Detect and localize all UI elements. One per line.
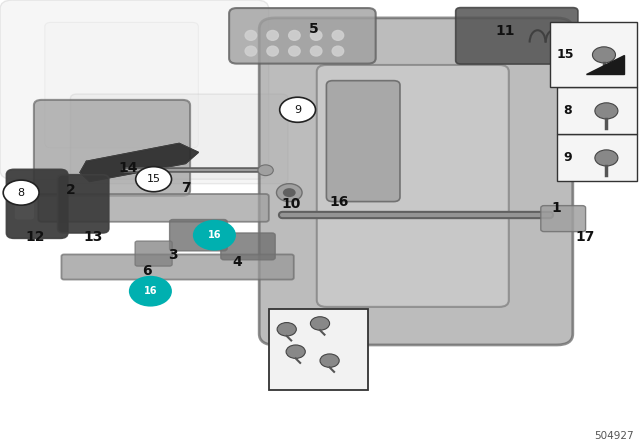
Ellipse shape — [332, 30, 344, 40]
Ellipse shape — [289, 30, 300, 40]
Text: 16: 16 — [143, 286, 157, 296]
Text: 4: 4 — [232, 255, 242, 269]
FancyBboxPatch shape — [38, 194, 269, 222]
Ellipse shape — [267, 46, 278, 56]
Bar — [550, 22, 637, 87]
Text: 504927: 504927 — [594, 431, 634, 441]
FancyBboxPatch shape — [170, 220, 227, 251]
FancyBboxPatch shape — [221, 233, 275, 260]
Ellipse shape — [310, 30, 322, 40]
Ellipse shape — [310, 46, 322, 56]
Circle shape — [194, 221, 235, 250]
Bar — [557, 134, 637, 181]
Bar — [269, 309, 368, 390]
Text: 14: 14 — [118, 161, 138, 175]
Text: 10: 10 — [282, 197, 301, 211]
FancyBboxPatch shape — [326, 81, 400, 202]
Text: 12: 12 — [26, 230, 45, 245]
Ellipse shape — [267, 30, 278, 40]
Text: 8: 8 — [563, 104, 572, 117]
Text: 3: 3 — [168, 248, 178, 263]
FancyBboxPatch shape — [61, 254, 294, 280]
Circle shape — [130, 277, 171, 306]
Text: 9: 9 — [563, 151, 572, 164]
Ellipse shape — [289, 46, 300, 56]
Text: 17: 17 — [576, 230, 595, 245]
Circle shape — [286, 345, 305, 358]
FancyBboxPatch shape — [541, 206, 586, 232]
Circle shape — [593, 47, 616, 63]
FancyBboxPatch shape — [6, 169, 68, 238]
Text: 11: 11 — [496, 24, 515, 39]
Circle shape — [283, 188, 296, 197]
Text: 5: 5 — [308, 22, 319, 36]
FancyBboxPatch shape — [34, 100, 190, 196]
Bar — [557, 87, 637, 134]
Polygon shape — [80, 143, 198, 181]
FancyBboxPatch shape — [229, 8, 376, 64]
FancyBboxPatch shape — [0, 0, 269, 179]
Circle shape — [320, 354, 339, 367]
Text: 8: 8 — [17, 188, 25, 198]
Ellipse shape — [245, 46, 257, 56]
FancyBboxPatch shape — [135, 241, 172, 266]
Circle shape — [310, 317, 330, 330]
Text: 1: 1 — [552, 201, 562, 215]
Text: 16: 16 — [207, 230, 221, 240]
Text: 7: 7 — [180, 181, 191, 195]
Circle shape — [595, 103, 618, 119]
Circle shape — [276, 184, 302, 202]
Circle shape — [258, 165, 273, 176]
Text: 16: 16 — [330, 194, 349, 209]
Text: 13: 13 — [83, 230, 102, 245]
Text: 2: 2 — [65, 183, 76, 198]
FancyBboxPatch shape — [456, 8, 578, 64]
Ellipse shape — [245, 30, 257, 40]
Circle shape — [3, 180, 39, 205]
Ellipse shape — [332, 46, 344, 56]
Circle shape — [136, 167, 172, 192]
Circle shape — [277, 323, 296, 336]
FancyBboxPatch shape — [58, 175, 109, 233]
FancyBboxPatch shape — [317, 65, 509, 307]
FancyBboxPatch shape — [15, 188, 34, 220]
FancyBboxPatch shape — [45, 22, 198, 148]
Circle shape — [280, 97, 316, 122]
Circle shape — [595, 150, 618, 166]
Polygon shape — [586, 55, 624, 74]
Text: 15: 15 — [147, 174, 161, 184]
Text: 15: 15 — [557, 48, 574, 61]
Text: 6: 6 — [142, 264, 152, 278]
FancyBboxPatch shape — [70, 94, 288, 184]
Text: 9: 9 — [294, 105, 301, 115]
FancyBboxPatch shape — [259, 18, 573, 345]
